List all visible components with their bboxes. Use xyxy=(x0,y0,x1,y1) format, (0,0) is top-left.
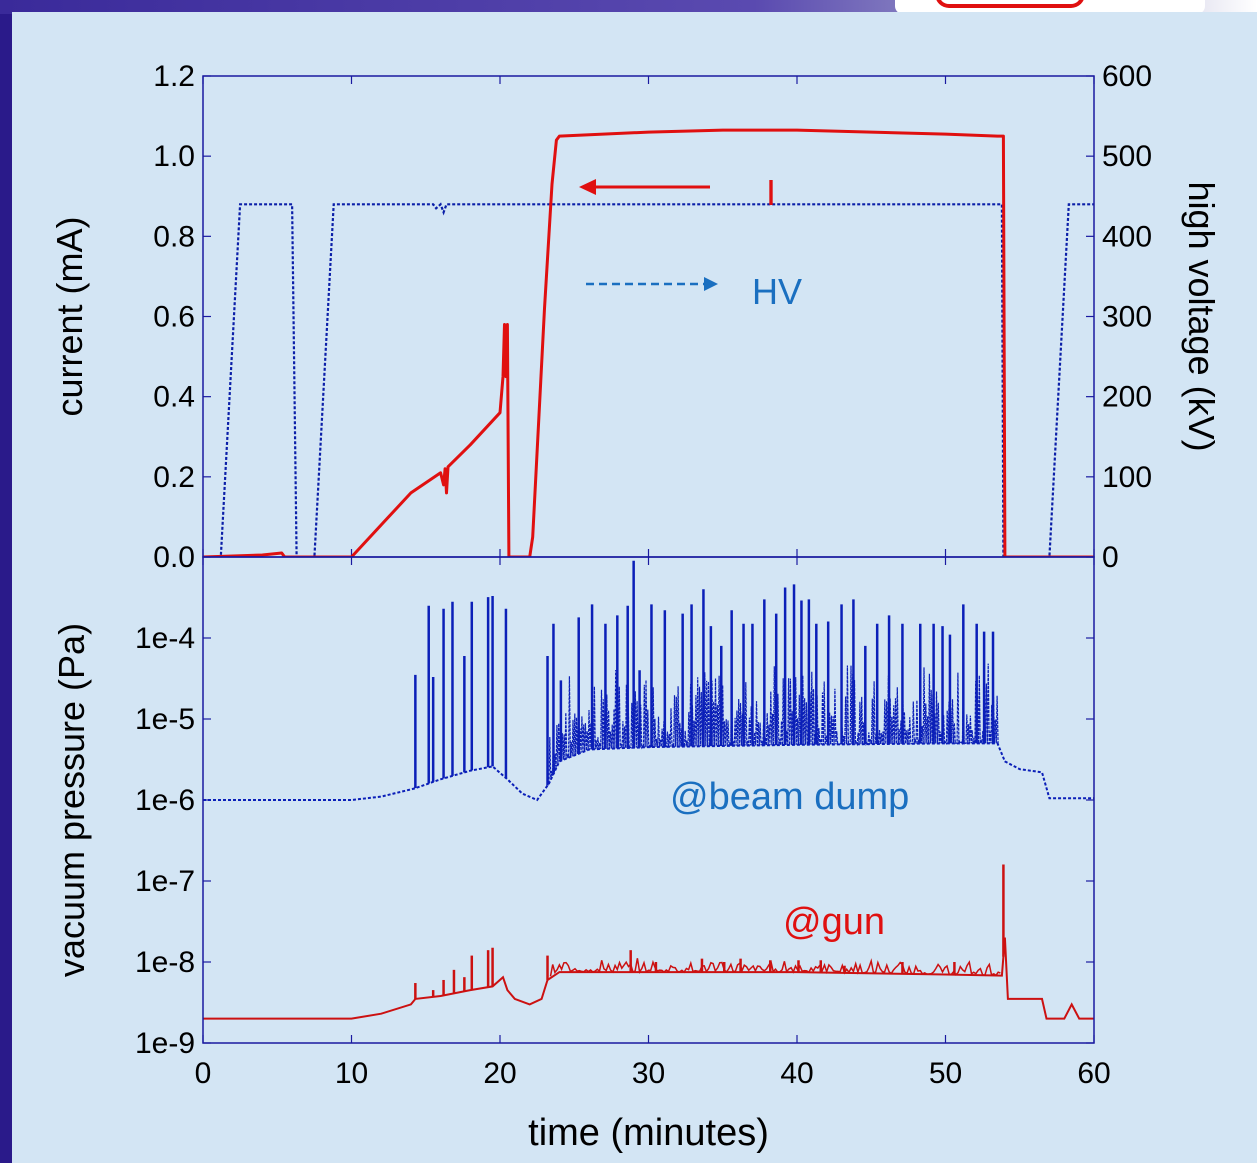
hv-y-tick-label: 100 xyxy=(1102,461,1152,494)
chart-panel: 0 10 20 30 40 50 60 0.0 0.2 0.4 0.6 0.8 1.0 1.2 0 100 20… xyxy=(12,12,1257,1163)
current-y-tick-label: 1.2 xyxy=(153,60,195,93)
current-y-tick-label: 0.8 xyxy=(153,220,195,253)
current-y-tick-label: 1.0 xyxy=(153,140,195,173)
current-series-line xyxy=(203,128,1094,557)
frame-layer xyxy=(202,75,1095,1044)
gun-label: @gun xyxy=(783,901,885,943)
hv-series-line xyxy=(203,202,1094,557)
annotation-layer: I HV @beam dump @gun xyxy=(579,172,909,943)
tick-layer xyxy=(202,75,1095,1044)
x-tick-label: 60 xyxy=(1077,1057,1110,1090)
current-y-tick-label: 0.2 xyxy=(153,461,195,494)
x-tick-label: 0 xyxy=(195,1057,212,1090)
x-tick-label: 50 xyxy=(929,1057,962,1090)
x-tick-label: 40 xyxy=(780,1057,813,1090)
x-tick-label: 30 xyxy=(632,1057,665,1090)
data-layer xyxy=(203,128,1094,1020)
x-tick-label: 20 xyxy=(483,1057,516,1090)
current-axis-title: current (mA) xyxy=(49,216,90,416)
hv-arrow-head xyxy=(704,277,718,291)
hv-annotation-label: HV xyxy=(752,271,802,312)
hv-axis-title: high voltage (kV) xyxy=(1181,181,1222,451)
logo-mark xyxy=(935,0,1085,8)
x-tick-label: 10 xyxy=(335,1057,368,1090)
pressure-y-tick-label: 1e-5 xyxy=(135,703,195,736)
hv-y-tick-label: 200 xyxy=(1102,381,1152,414)
gun-baseline xyxy=(203,937,1094,1020)
current-y-tick-label: 0.0 xyxy=(153,541,195,574)
bottom-plot-frame xyxy=(202,556,1095,1044)
hv-y-tick-label: 600 xyxy=(1102,60,1152,93)
label-layer: 0 10 20 30 40 50 60 0.0 0.2 0.4 0.6 0.8 1.0 1.2 0 100 20… xyxy=(49,60,1222,1154)
pressure-y-tick-label: 1e-8 xyxy=(135,946,195,979)
current-y-tick-label: 0.6 xyxy=(153,301,195,334)
current-y-tick-label: 0.4 xyxy=(153,381,195,414)
hv-y-tick-label: 400 xyxy=(1102,220,1152,253)
hv-y-tick-label: 0 xyxy=(1102,541,1119,574)
pressure-axis-title: vacuum pressure (Pa) xyxy=(51,623,92,977)
pressure-y-tick-label: 1e-6 xyxy=(135,784,195,817)
hv-y-tick-label: 500 xyxy=(1102,140,1152,173)
current-arrow-head xyxy=(579,179,596,195)
x-axis-title: time (minutes) xyxy=(528,1112,769,1154)
pressure-y-tick-label: 1e-4 xyxy=(135,622,195,655)
pressure-y-tick-label: 1e-7 xyxy=(135,865,195,898)
beam-dump-baseline xyxy=(203,742,1094,802)
beam-dump-label: @beam dump xyxy=(670,776,909,818)
hv-y-tick-label: 300 xyxy=(1102,301,1152,334)
current-annotation-label: I xyxy=(766,172,776,213)
chart-figure: 0 10 20 30 40 50 60 0.0 0.2 0.4 0.6 0.8 1.0 1.2 0 100 20… xyxy=(49,60,1222,1154)
pressure-y-tick-label: 1e-9 xyxy=(135,1027,195,1060)
beam-dump-fluctuation-band xyxy=(548,663,1000,784)
top-plot-frame xyxy=(202,75,1095,558)
